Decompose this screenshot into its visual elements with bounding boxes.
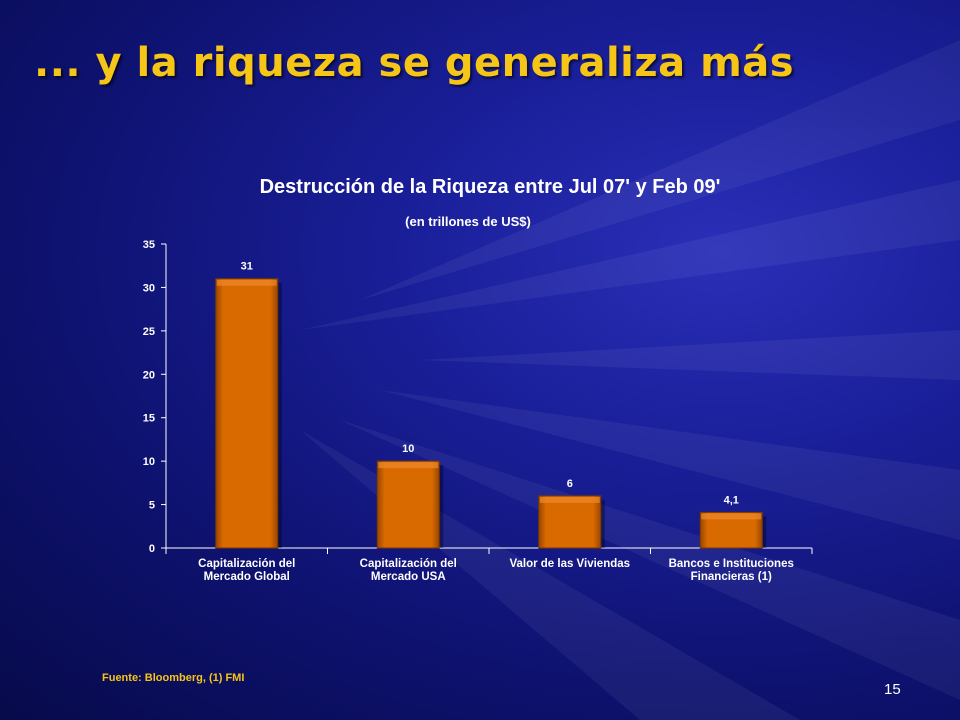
data-label: 6 [567, 478, 573, 490]
x-category-label: Mercado USA [371, 571, 446, 583]
data-label: 31 [241, 261, 253, 273]
y-tick-label: 30 [143, 282, 155, 294]
y-tick-label: 15 [143, 413, 155, 425]
bar [376, 460, 440, 549]
x-category-label: Capitalización del [198, 558, 295, 570]
y-tick-label: 20 [143, 369, 155, 381]
page-number: 15 [884, 681, 901, 698]
y-tick-label: 25 [143, 326, 155, 338]
y-tick-label: 0 [149, 543, 155, 555]
bar-highlight [216, 279, 277, 286]
slide-title: ... y la riqueza se generaliza más [34, 40, 795, 86]
x-category-label: Financieras (1) [691, 571, 772, 583]
data-label: 10 [402, 443, 414, 455]
bar-highlight [701, 513, 762, 520]
source-note: Fuente: Bloomberg, (1) FMI [102, 672, 245, 684]
x-category-label: Capitalización del [360, 558, 457, 570]
bar-highlight [378, 462, 439, 469]
data-label: 4,1 [724, 494, 739, 506]
x-category-label: Mercado Global [204, 571, 290, 583]
x-category-label: Valor de las Viviendas [509, 558, 630, 570]
y-tick-label: 10 [143, 456, 155, 468]
chart-subtitle: (en trillones de US$) [405, 214, 531, 229]
bar [215, 278, 279, 549]
bar-highlight [539, 496, 600, 503]
bar [538, 495, 602, 549]
chart-title: Destrucción de la Riqueza entre Jul 07' … [259, 176, 721, 198]
x-category-label: Bancos e Instituciones [669, 558, 794, 570]
y-tick-label: 5 [149, 500, 155, 512]
y-tick-label: 35 [143, 239, 155, 251]
